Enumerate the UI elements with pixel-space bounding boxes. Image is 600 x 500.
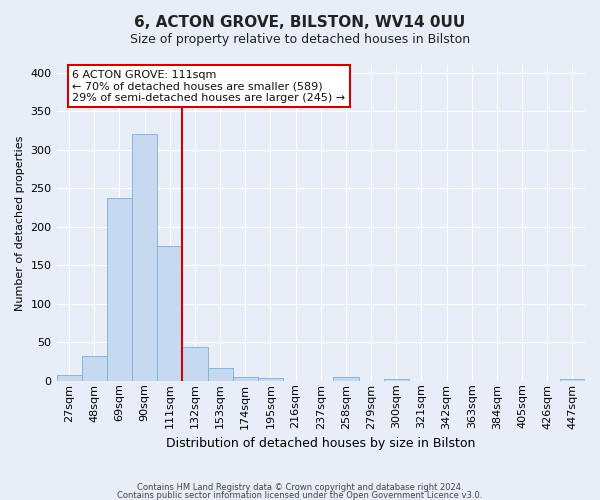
Bar — [208, 368, 233, 381]
Bar — [383, 379, 409, 381]
Bar — [157, 246, 182, 381]
Y-axis label: Number of detached properties: Number of detached properties — [15, 135, 25, 310]
Bar — [107, 198, 132, 381]
Bar — [82, 356, 107, 381]
Bar — [258, 378, 283, 381]
Bar — [182, 347, 208, 381]
X-axis label: Distribution of detached houses by size in Bilston: Distribution of detached houses by size … — [166, 437, 475, 450]
Text: 6 ACTON GROVE: 111sqm
← 70% of detached houses are smaller (589)
29% of semi-det: 6 ACTON GROVE: 111sqm ← 70% of detached … — [73, 70, 346, 103]
Bar — [56, 374, 82, 381]
Text: Contains HM Land Registry data © Crown copyright and database right 2024.: Contains HM Land Registry data © Crown c… — [137, 483, 463, 492]
Bar — [334, 377, 359, 381]
Bar — [132, 134, 157, 381]
Text: Contains public sector information licensed under the Open Government Licence v3: Contains public sector information licen… — [118, 492, 482, 500]
Text: Size of property relative to detached houses in Bilston: Size of property relative to detached ho… — [130, 32, 470, 46]
Bar — [233, 377, 258, 381]
Text: 6, ACTON GROVE, BILSTON, WV14 0UU: 6, ACTON GROVE, BILSTON, WV14 0UU — [134, 15, 466, 30]
Bar — [560, 379, 585, 381]
